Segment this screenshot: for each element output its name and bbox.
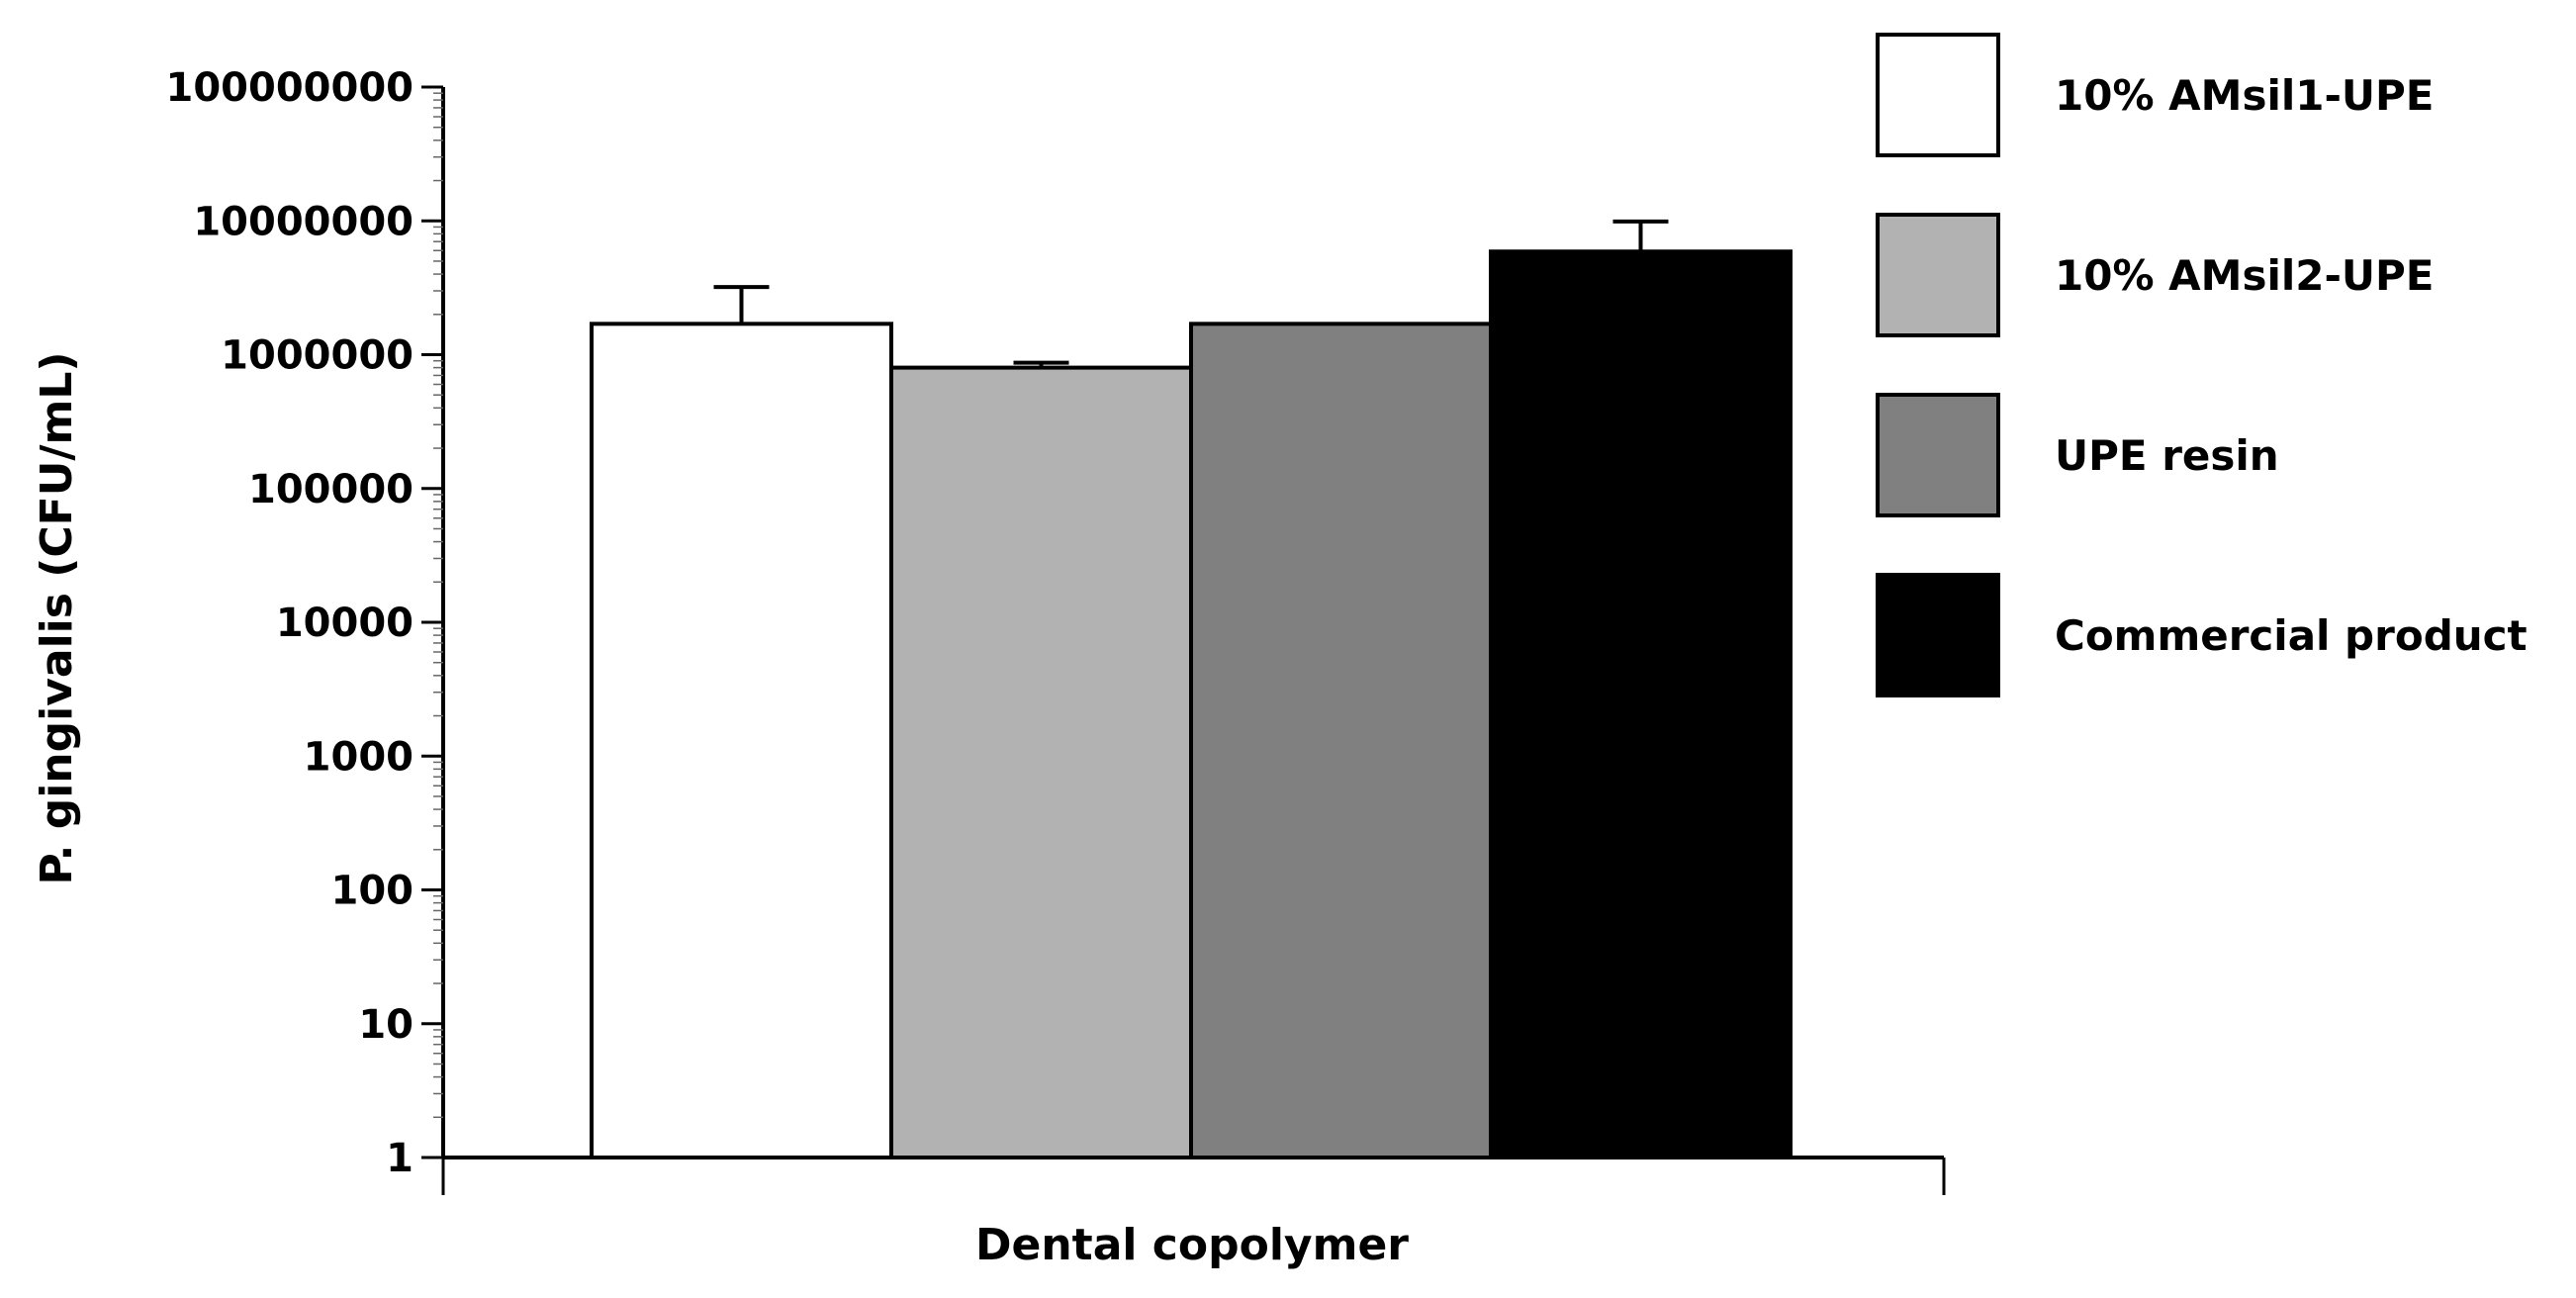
y-tick-label: 10000 <box>276 601 414 646</box>
legend-swatch <box>1876 573 2000 697</box>
legend-swatch <box>1876 393 2000 517</box>
legend-swatch <box>1876 33 2000 157</box>
y-tick-label: 1000000 <box>221 333 414 379</box>
y-axis: 1 10 100 1000 10000 100000 1000000 10000000 1000… <box>166 65 445 1181</box>
legend: 10% AMsil1-UPE 10% AMsil2-UPE UPE resin Com… <box>1876 33 2528 697</box>
legend-label: 10% AMsil1-UPE <box>2055 71 2434 120</box>
y-tick-label: 100 <box>331 869 414 914</box>
bar <box>1489 249 1793 1160</box>
legend-label: Commercial product <box>2055 611 2528 660</box>
y-axis-title: P. gingivalis (CFU/mL) <box>32 352 82 885</box>
legend-label: UPE resin <box>2055 431 2279 480</box>
y-tick-label: 10000000 <box>193 199 414 244</box>
y-tick-label: 10 <box>358 1002 414 1048</box>
plot-area <box>590 219 1793 1160</box>
y-tick-label: 1000 <box>304 734 414 780</box>
y-tick-label: 1 <box>386 1136 414 1181</box>
bar <box>1189 322 1493 1159</box>
y-tick-label: 100000000 <box>166 65 414 111</box>
y-tick-label: 100000 <box>248 467 414 512</box>
bar <box>889 365 1193 1160</box>
bar <box>590 322 893 1159</box>
legend-label: 10% AMsil2-UPE <box>2055 251 2434 300</box>
x-axis <box>441 1156 1946 1195</box>
legend-swatch <box>1876 213 2000 337</box>
x-axis-title: Dental copolymer <box>975 1220 1409 1270</box>
